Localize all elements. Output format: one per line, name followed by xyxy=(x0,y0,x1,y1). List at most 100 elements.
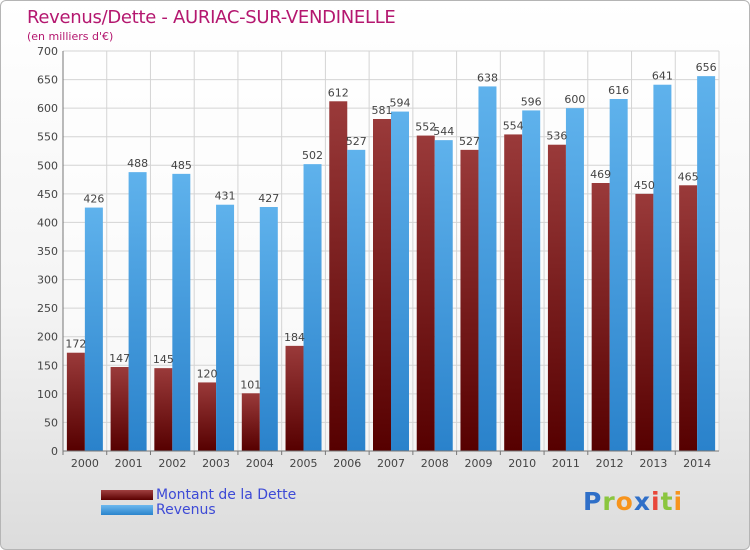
x-tick-label: 2013 xyxy=(639,457,667,470)
data-label-revenus: 600 xyxy=(564,93,585,106)
x-tick-label: 2003 xyxy=(202,457,230,470)
bar-revenus xyxy=(303,164,322,451)
axes: 0 50 100 150 200 250 300 350 400 450 500 550 600 650 7… xyxy=(37,45,719,470)
logo-letter: i xyxy=(651,487,661,516)
bar-dette xyxy=(241,393,260,451)
data-label-dette: 172 xyxy=(65,338,86,351)
bar-revenus xyxy=(434,140,453,451)
data-label-revenus: 641 xyxy=(652,70,673,83)
chart-subtitle: (en milliers d'€) xyxy=(27,30,114,43)
bar-revenus xyxy=(653,84,672,451)
y-tick-label: 550 xyxy=(37,131,58,144)
y-tick-label: 0 xyxy=(51,445,58,458)
bar-dette xyxy=(329,101,348,452)
data-label-dette: 450 xyxy=(634,179,655,192)
bar-revenus xyxy=(347,149,366,451)
bar-dette xyxy=(591,183,610,451)
data-label-revenus: 485 xyxy=(171,159,192,172)
data-label-dette: 120 xyxy=(197,367,218,380)
y-tick-label: 450 xyxy=(37,188,58,201)
y-tick-label: 100 xyxy=(37,388,58,401)
bar-dette xyxy=(547,144,566,451)
data-label-revenus: 594 xyxy=(390,97,411,110)
bar-dette xyxy=(66,352,85,451)
x-tick-label: 2006 xyxy=(333,457,361,470)
legend-label-revenus: Revenus xyxy=(156,502,216,518)
y-tick-label: 300 xyxy=(37,274,58,287)
x-tick-label: 2012 xyxy=(596,457,624,470)
data-label-dette: 465 xyxy=(678,170,699,183)
bar-revenus xyxy=(216,204,235,451)
data-label-dette: 612 xyxy=(328,86,349,99)
bar-dette xyxy=(504,134,523,451)
x-tick-label: 2005 xyxy=(290,457,318,470)
legend-swatch-dette xyxy=(101,490,153,500)
bar-revenus xyxy=(565,108,584,452)
data-label-revenus: 544 xyxy=(433,125,454,138)
bar-dette xyxy=(460,149,479,451)
data-label-revenus: 616 xyxy=(608,84,629,97)
bar-revenus xyxy=(697,76,716,452)
bar-dette xyxy=(373,119,391,451)
y-tick-label: 700 xyxy=(37,45,58,58)
bars xyxy=(66,76,716,452)
y-tick-label: 500 xyxy=(37,159,58,172)
data-label-dette: 145 xyxy=(153,353,174,366)
bar-dette xyxy=(416,135,435,452)
y-tick-label: 250 xyxy=(37,302,58,315)
y-tick-label: 650 xyxy=(37,74,58,87)
data-label-revenus: 527 xyxy=(346,135,367,148)
x-tick-label: 2004 xyxy=(246,457,274,470)
bar-dette xyxy=(198,382,217,451)
y-tick-label: 600 xyxy=(37,102,58,115)
data-label-revenus: 638 xyxy=(477,71,498,84)
bar-revenus xyxy=(522,110,541,451)
data-label-dette: 469 xyxy=(590,168,611,181)
x-tick-label: 2002 xyxy=(158,457,186,470)
y-tick-label: 200 xyxy=(37,331,58,344)
proxiti-logo: Proxiti xyxy=(583,487,683,516)
y-tick-label: 400 xyxy=(37,216,58,229)
logo-letter: t xyxy=(660,487,674,516)
data-label-dette: 552 xyxy=(415,121,436,134)
y-tick-label: 150 xyxy=(37,359,58,372)
data-label-revenus: 431 xyxy=(215,190,236,203)
logo-letter: o xyxy=(615,487,634,516)
x-tick-label: 2014 xyxy=(683,457,711,470)
data-label-dette: 536 xyxy=(546,130,567,143)
data-label-dette: 101 xyxy=(240,378,261,391)
bar-dette xyxy=(635,193,654,451)
y-tick-label: 50 xyxy=(44,416,58,429)
data-label-revenus: 596 xyxy=(521,95,542,108)
data-label-revenus: 426 xyxy=(83,193,104,206)
data-label-dette: 554 xyxy=(503,119,524,132)
data-label-dette: 147 xyxy=(109,352,130,365)
x-tick-label: 2009 xyxy=(464,457,492,470)
legend-label-dette: Montant de la Dette xyxy=(156,487,297,503)
data-label-revenus: 488 xyxy=(127,157,148,170)
x-tick-label: 2008 xyxy=(421,457,449,470)
bar-revenus xyxy=(259,207,278,451)
logo-letter: i xyxy=(673,487,684,516)
data-label-dette: 527 xyxy=(459,135,480,148)
logo-letter: x xyxy=(633,487,651,516)
logo-letter: r xyxy=(602,487,616,516)
logo-letter: P xyxy=(583,487,603,516)
x-tick-label: 2007 xyxy=(377,457,405,470)
bar-revenus xyxy=(84,207,103,451)
bar-dette xyxy=(110,367,129,451)
chart-title: Revenus/Dette - AURIAC-SUR-VENDINELLE xyxy=(27,7,396,28)
data-labels: 172 426 147 488 145 485 120 431 101 427 184 502 612 5… xyxy=(65,61,716,391)
x-tick-label: 2000 xyxy=(71,457,99,470)
data-label-revenus: 427 xyxy=(258,192,279,205)
x-tick-label: 2010 xyxy=(508,457,536,470)
data-label-dette: 184 xyxy=(284,331,305,344)
data-label-revenus: 502 xyxy=(302,149,323,162)
bar-revenus xyxy=(172,173,191,451)
data-label-dette: 581 xyxy=(372,104,393,117)
bar-dette xyxy=(154,368,173,451)
legend-swatch-revenus xyxy=(101,505,153,515)
data-label-revenus: 656 xyxy=(696,61,717,74)
bar-dette xyxy=(285,345,304,451)
